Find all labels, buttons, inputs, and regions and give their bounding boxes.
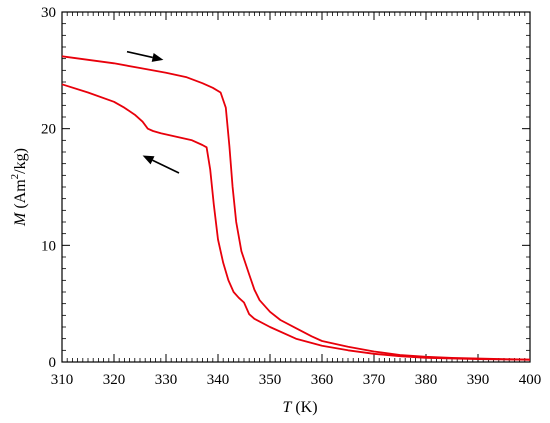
x-tick-label: 390 xyxy=(467,372,490,388)
major-ticks xyxy=(61,11,531,363)
plot-frame xyxy=(61,11,531,363)
x-tick-label: 350 xyxy=(259,372,282,388)
x-tick-label: 310 xyxy=(51,372,74,388)
x-tick-label: 340 xyxy=(207,372,230,388)
series-lines xyxy=(61,55,531,361)
x-tick-label: 360 xyxy=(311,372,334,388)
heating-curve xyxy=(61,55,531,361)
x-tick-label: 380 xyxy=(415,372,438,388)
x-axis-symbol: T xyxy=(282,399,292,416)
arrow-head xyxy=(151,53,164,62)
x-tick-label: 330 xyxy=(155,372,178,388)
y-tick-labels: 0 10 20 30 xyxy=(41,5,56,371)
y-axis-unit-sup: 2 xyxy=(9,174,21,180)
y-tick-label: 0 xyxy=(49,355,57,371)
direction-arrows xyxy=(126,50,180,174)
y-tick-label: 20 xyxy=(41,122,56,138)
y-tick-label: 10 xyxy=(41,238,56,254)
arrow-shaft xyxy=(126,50,153,59)
arrow-head xyxy=(142,155,155,165)
y-axis-unit-pre: (Am xyxy=(12,179,29,213)
y-axis-unit-post: /kg) xyxy=(12,148,29,174)
cooling-curve xyxy=(61,83,531,361)
x-axis-label: T (K) xyxy=(282,399,317,416)
y-axis-symbol: M xyxy=(12,211,29,227)
x-tick-label: 320 xyxy=(103,372,126,388)
heating-arrow xyxy=(126,50,164,62)
cooling-arrow xyxy=(142,155,180,174)
y-axis-label: M (Am2/kg) xyxy=(9,148,29,227)
x-tick-labels: 310 320 330 340 350 360 370 380 390 400 xyxy=(51,372,542,388)
x-axis-unit: (K) xyxy=(291,399,317,416)
arrow-shaft xyxy=(152,159,180,174)
y-tick-label: 30 xyxy=(41,5,56,21)
x-tick-label: 370 xyxy=(363,372,386,388)
minor-ticks xyxy=(62,12,530,362)
x-tick-label: 400 xyxy=(519,372,542,388)
